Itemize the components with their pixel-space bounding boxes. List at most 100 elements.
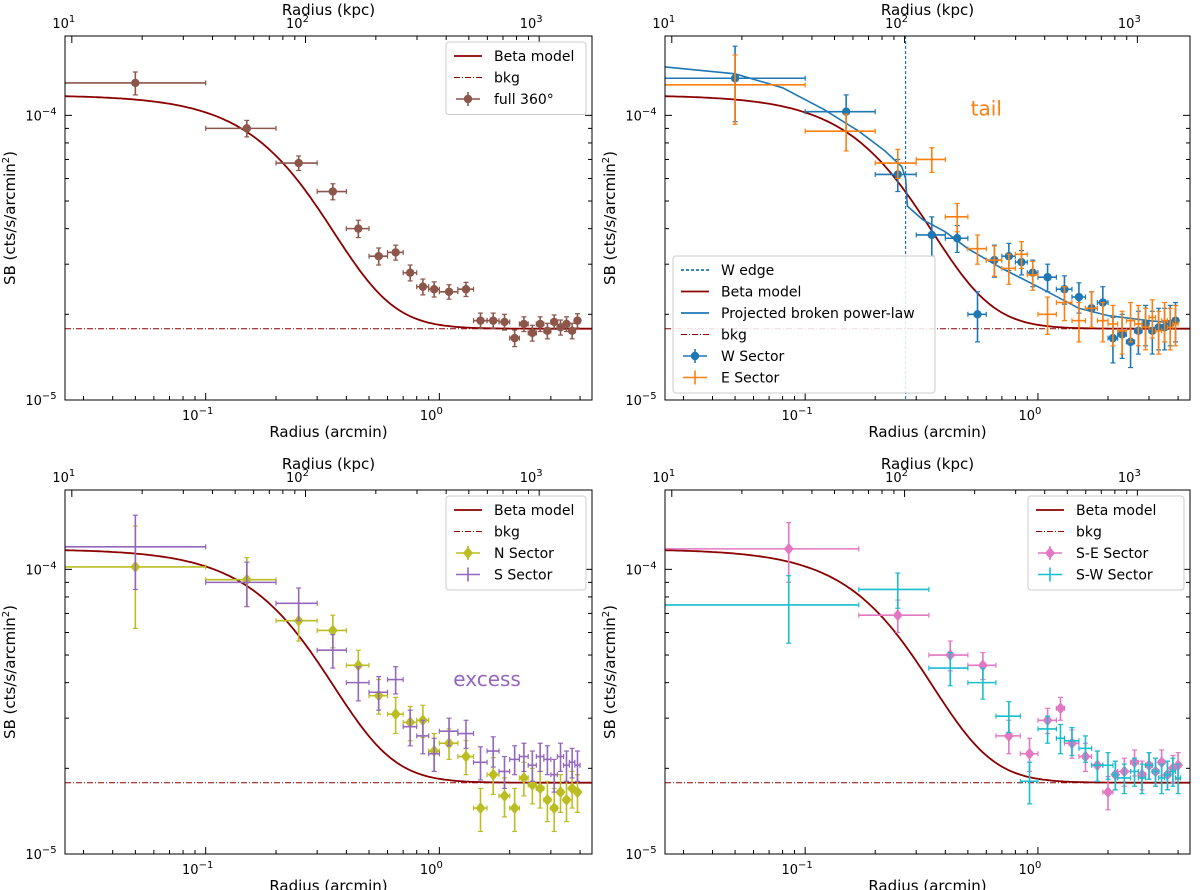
data-point [892,609,903,622]
top-x-tick-label: 103 [1118,468,1141,486]
data-point [418,282,428,291]
x-tick-label: 10−1 [182,406,213,424]
data-point [131,78,140,88]
data-point [242,124,252,133]
data-point [444,287,454,296]
data-point [405,268,415,277]
tick-exponent: 0 [1035,406,1041,417]
y-tick-label: 10−5 [25,845,56,863]
tick-exponent: −5 [642,391,657,402]
axes-frame [64,35,593,401]
series-e-sector [665,54,1179,355]
top-x-tick-label: 102 [885,468,908,486]
data-point [573,316,582,325]
axes-frame [64,489,593,855]
data-point [509,802,520,815]
tick-exponent: −4 [42,106,57,117]
x-tick-label: 10−1 [782,860,813,878]
y-tick-label: 10−4 [25,560,56,578]
data-point [1024,747,1035,760]
legend-box [672,255,936,394]
top-x-tick-label: 101 [652,468,675,486]
tick-exponent: −1 [798,406,813,417]
data-point [953,234,962,243]
data-point [354,224,363,233]
legend-label: S-E Sector [1076,546,1148,562]
legend-box [445,41,587,115]
legend-label: bkg [1076,525,1102,541]
tick-exponent: −1 [798,860,813,871]
data-point [518,771,529,784]
tick-exponent: 3 [1134,14,1140,25]
tick-exponent: −4 [642,560,657,571]
legend-label: Beta model [494,49,574,65]
legend-marker [463,547,473,559]
legend: Beta model bkg full 360° [445,41,587,115]
data-point [549,802,560,815]
data-point [555,786,566,799]
top-x-tick-label: 103 [1118,14,1141,32]
legend-label: N Sector [494,546,554,562]
x-axis-title: Radius (arcmin) [269,423,387,441]
legend-marker [463,94,473,104]
y-axis-title: SB (cts/s/arcmin2) [601,151,619,285]
top-x-tick-label: 101 [52,468,75,486]
ticks [665,490,1190,855]
beta-model-curve [65,95,592,330]
plot-area [665,36,1190,400]
axes-frame [664,489,1191,855]
data-point [461,285,471,294]
x-tick-label: 100 [420,406,443,424]
legend-label: W edge [721,263,774,279]
y-tick-label: 10−4 [625,560,656,578]
y-axis-title: SB (cts/s/arcmin2) [1,605,19,739]
top-x-axis-title: Radius (kpc) [282,1,375,19]
legend-marker [690,351,700,361]
top-x-tick-label: 101 [52,14,75,32]
x-tick-label: 10−1 [782,406,813,424]
data-point [1055,702,1066,715]
data-point [519,319,529,329]
top-x-tick-label: 101 [652,14,675,32]
y-tick-label: 10−4 [625,106,656,124]
data-point [499,789,510,802]
legend-label: W Sector [721,349,785,365]
data-point [543,326,552,336]
axes-frame [664,35,1191,401]
tick-exponent: −5 [42,845,57,856]
legend-box [445,495,587,591]
ticks [665,36,1190,401]
data-point [475,802,486,815]
data-point [561,793,572,806]
tick-exponent: 3 [1134,468,1140,479]
legend-label: S-W Sector [1076,568,1153,584]
y-axis-title-exponent: 2 [1,157,12,163]
data-point [1043,273,1052,282]
x-axis-title: Radius (arcmin) [868,877,986,890]
tick-exponent: 3 [536,468,542,479]
legend-label: full 360° [494,92,554,108]
x-tick-label: 10−1 [182,860,213,878]
x-axis-title: Radius (arcmin) [269,877,387,890]
data-point [510,333,519,343]
annotation-label: excess [453,667,521,691]
y-axis-title: SB (cts/s/arcmin2) [1,151,19,285]
data-point [460,750,471,763]
tick-exponent: 0 [436,860,442,871]
legend-label: bkg [721,328,747,344]
y-axis-title: SB (cts/s/arcmin2) [601,605,619,739]
legend-label: Beta model [1076,503,1156,519]
tick-exponent: 1 [69,14,75,25]
y-tick-label: 10−5 [625,391,656,409]
data-point [476,316,485,325]
tick-exponent: 2 [303,468,309,479]
tick-exponent: 1 [69,468,75,479]
legend-label: bkg [494,525,520,541]
data-point [374,252,383,261]
data-point [328,187,338,196]
top-x-axis-title: Radius (kpc) [881,455,974,473]
